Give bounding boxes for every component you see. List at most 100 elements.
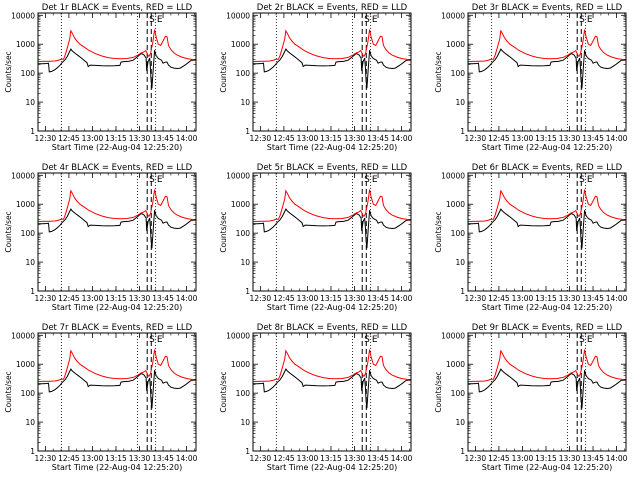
- y-tick-label: 1: [460, 447, 465, 456]
- x-tick-label: 13:45: [582, 454, 604, 463]
- x-axis-label: Start Time (22-Aug-04 12:25:20): [52, 463, 183, 472]
- x-axis-label: Start Time (22-Aug-04 12:25:20): [52, 143, 183, 152]
- detector-panel-9: Det 9r BLACK = Events, RED = LLD S E 1 10 100…: [434, 323, 628, 472]
- x-tick-label: 14:00: [391, 454, 413, 463]
- y-tick-label: 10: [455, 98, 465, 107]
- x-tick-label: 12:45: [58, 294, 80, 303]
- x-tick-label: 12:30: [250, 454, 272, 463]
- panel-title: Det 8r BLACK = Events, RED = LLD: [257, 323, 408, 333]
- series-events-line: [253, 48, 411, 89]
- marker-label-e: E: [157, 15, 163, 25]
- marker-label-e: E: [372, 15, 378, 25]
- x-tick-label: 13:30: [344, 454, 366, 463]
- x-tick-label: 13:00: [82, 454, 104, 463]
- plot-frame: [37, 332, 197, 452]
- marker-label-e: E: [587, 175, 593, 185]
- y-tick-label: 10: [240, 98, 250, 107]
- x-tick-label: 14:00: [606, 134, 628, 143]
- series-lld-line: [38, 349, 196, 383]
- x-axis-label: Start Time (22-Aug-04 12:25:20): [482, 303, 613, 312]
- x-tick-label: 13:15: [105, 134, 127, 143]
- y-axis-label: Counts/sec: [219, 51, 228, 92]
- x-tick-label: 13:30: [129, 294, 151, 303]
- x-tick-label: 12:45: [488, 294, 510, 303]
- x-tick-label: 12:30: [35, 454, 57, 463]
- x-tick-label: 13:15: [535, 454, 557, 463]
- x-tick-label: 13:15: [105, 454, 127, 463]
- x-tick-label: 13:15: [535, 294, 557, 303]
- panel-title: Det 7r BLACK = Events, RED = LLD: [42, 323, 193, 333]
- y-axis-label: Counts/sec: [434, 371, 443, 412]
- panel-title: Det 6r BLACK = Events, RED = LLD: [472, 163, 623, 173]
- series-events-line: [38, 368, 196, 409]
- plot-frame: [252, 332, 412, 452]
- y-tick-label: 100: [21, 229, 36, 238]
- detector-panel-7: Det 7r BLACK = Events, RED = LLD S E 1 10 100…: [4, 323, 198, 472]
- y-tick-label: 100: [451, 389, 466, 398]
- x-tick-label: 12:45: [273, 134, 295, 143]
- x-tick-label: 13:15: [320, 134, 342, 143]
- marker-label-s: S: [579, 15, 585, 25]
- detector-panel-3: Det 3r BLACK = Events, RED = LLD S E 1 10 100…: [434, 3, 628, 152]
- x-tick-label: 13:15: [535, 134, 557, 143]
- x-tick-label: 14:00: [176, 134, 198, 143]
- marker-label-e: E: [372, 335, 378, 345]
- marker-label-e: E: [587, 335, 593, 345]
- y-tick-label: 10000: [226, 171, 250, 180]
- series-lld-line: [468, 189, 626, 223]
- x-tick-label: 13:30: [129, 134, 151, 143]
- y-tick-label: 1000: [446, 40, 465, 49]
- y-axis-label: Counts/sec: [219, 211, 228, 252]
- detector-panel-5: Det 5r BLACK = Events, RED = LLD S E 1 10 100…: [219, 163, 413, 312]
- plot-frame: [37, 12, 197, 132]
- series-lld-line: [468, 29, 626, 63]
- y-tick-label: 100: [236, 229, 251, 238]
- y-tick-label: 100: [236, 389, 251, 398]
- y-tick-label: 1: [245, 287, 250, 296]
- y-tick-label: 10: [25, 98, 35, 107]
- plot-frame: [252, 12, 412, 132]
- y-axis-label: Counts/sec: [434, 51, 443, 92]
- panel-title: Det 2r BLACK = Events, RED = LLD: [257, 3, 408, 13]
- x-tick-label: 14:00: [606, 294, 628, 303]
- x-tick-label: 13:00: [82, 134, 104, 143]
- series-events-line: [38, 48, 196, 89]
- series-lld-line: [253, 189, 411, 223]
- x-tick-label: 12:45: [273, 294, 295, 303]
- x-tick-label: 13:30: [129, 454, 151, 463]
- plot-frame: [467, 12, 627, 132]
- x-tick-label: 13:00: [512, 294, 534, 303]
- panel-title: Det 3r BLACK = Events, RED = LLD: [472, 3, 623, 13]
- marker-label-s: S: [149, 335, 155, 345]
- y-tick-label: 10: [455, 258, 465, 267]
- series-events-line: [468, 48, 626, 89]
- y-tick-label: 1000: [16, 40, 35, 49]
- y-tick-label: 1000: [231, 360, 250, 369]
- x-tick-label: 14:00: [176, 294, 198, 303]
- series-lld-line: [468, 349, 626, 383]
- plot-frame: [467, 172, 627, 292]
- y-tick-label: 10: [25, 258, 35, 267]
- marker-label-e: E: [587, 15, 593, 25]
- x-tick-label: 12:45: [58, 134, 80, 143]
- x-axis-label: Start Time (22-Aug-04 12:25:20): [267, 143, 398, 152]
- panel-title: Det 5r BLACK = Events, RED = LLD: [257, 163, 408, 173]
- x-axis-label: Start Time (22-Aug-04 12:25:20): [482, 143, 613, 152]
- x-tick-label: 13:30: [559, 134, 581, 143]
- y-tick-label: 10: [240, 258, 250, 267]
- panel-title: Det 1r BLACK = Events, RED = LLD: [42, 3, 193, 13]
- x-tick-label: 13:45: [152, 134, 174, 143]
- series-lld-line: [253, 29, 411, 63]
- y-tick-label: 10000: [11, 331, 35, 340]
- x-tick-label: 13:30: [559, 454, 581, 463]
- x-axis-label: Start Time (22-Aug-04 12:25:20): [267, 303, 398, 312]
- series-lld-line: [38, 29, 196, 63]
- y-tick-label: 10: [25, 418, 35, 427]
- y-tick-label: 1000: [16, 200, 35, 209]
- y-tick-label: 1000: [231, 40, 250, 49]
- y-tick-label: 1: [30, 447, 35, 456]
- x-tick-label: 13:30: [559, 294, 581, 303]
- x-tick-label: 13:00: [297, 454, 319, 463]
- y-axis-label: Counts/sec: [434, 211, 443, 252]
- x-tick-label: 13:00: [297, 134, 319, 143]
